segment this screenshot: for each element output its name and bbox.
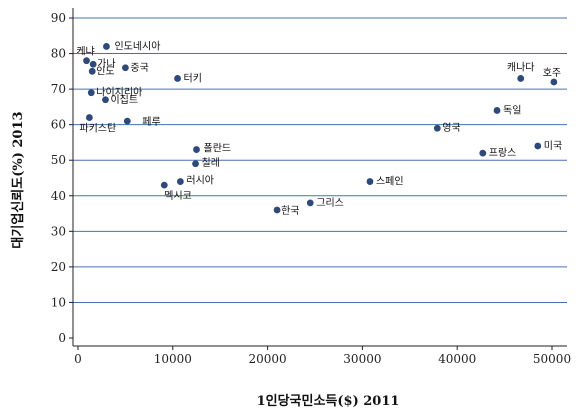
x-axis-title: 1인당국민소득($) 2011 bbox=[257, 393, 400, 409]
data-point bbox=[366, 178, 374, 185]
x-tick-label: 0 bbox=[74, 352, 82, 366]
point-label: 칠레 bbox=[202, 157, 220, 169]
axes bbox=[69, 8, 567, 350]
y-tick-label: 80 bbox=[51, 47, 66, 61]
data-point bbox=[85, 114, 93, 121]
point-label: 한국 bbox=[281, 205, 299, 217]
data-point bbox=[273, 206, 281, 214]
y-tick-label: 20 bbox=[51, 260, 66, 274]
y-tick-label: 40 bbox=[51, 189, 66, 203]
x-tick-label: 40000 bbox=[438, 352, 476, 366]
x-tick-labels: 0 10000 20000 30000 40000 50000 bbox=[74, 352, 571, 366]
point-label: 나이지리아 bbox=[96, 87, 142, 99]
data-point bbox=[517, 75, 525, 82]
data-point bbox=[176, 178, 184, 185]
point-label: 멕시코 bbox=[164, 190, 192, 202]
y-tick-label: 60 bbox=[51, 118, 66, 132]
data-point bbox=[493, 107, 501, 114]
point-label: 그리스 bbox=[316, 197, 344, 209]
data-point bbox=[103, 43, 110, 50]
x-tick-label: 30000 bbox=[343, 352, 381, 366]
data-point bbox=[306, 199, 314, 207]
data-point bbox=[534, 142, 542, 150]
x-tick-label: 50000 bbox=[533, 352, 571, 366]
data-point bbox=[160, 181, 168, 189]
point-label: 터키 bbox=[184, 72, 202, 84]
point-label: 가나 bbox=[97, 58, 115, 70]
data-point bbox=[193, 146, 200, 153]
y-tick-label: 90 bbox=[51, 11, 66, 25]
data-point bbox=[88, 67, 96, 75]
data-point bbox=[433, 124, 441, 132]
y-tick-label: 10 bbox=[51, 295, 66, 309]
point-label: 케냐 bbox=[76, 46, 94, 58]
point-label: 폴란드 bbox=[204, 143, 232, 155]
data-point bbox=[89, 60, 97, 68]
y-tick-labels: 0 10 20 30 40 50 60 70 80 90 bbox=[51, 11, 66, 345]
point-label: 영국 bbox=[442, 122, 460, 134]
point-label: 호주 bbox=[543, 67, 561, 79]
data-points bbox=[83, 43, 558, 214]
point-label: 파키스탄 bbox=[79, 123, 116, 135]
point-label: 인도 bbox=[96, 65, 114, 77]
data-point bbox=[479, 149, 487, 157]
data-point bbox=[87, 89, 95, 97]
point-label: 이집트 bbox=[110, 94, 138, 106]
data-point bbox=[123, 117, 131, 125]
point-label: 스페인 bbox=[376, 176, 404, 188]
point-label: 미국 bbox=[544, 140, 562, 152]
y-tick-label: 0 bbox=[58, 331, 66, 345]
point-label: 프랑스 bbox=[489, 147, 517, 159]
data-point bbox=[192, 160, 199, 168]
point-label: 캐나다 bbox=[507, 61, 535, 73]
data-point bbox=[83, 57, 90, 65]
y-axis-title: 대기업신뢰도(%) 2013 bbox=[10, 111, 26, 248]
point-label: 인도네시아 bbox=[114, 40, 160, 52]
point-label: 중국 bbox=[130, 62, 148, 74]
data-point bbox=[122, 64, 129, 72]
y-tick-label: 70 bbox=[51, 82, 66, 96]
data-point bbox=[550, 78, 558, 86]
point-label: 러시아 bbox=[186, 175, 214, 187]
point-label: 독일 bbox=[503, 104, 521, 116]
data-point bbox=[174, 75, 181, 82]
data-point bbox=[102, 96, 109, 104]
y-tick-label: 30 bbox=[51, 224, 66, 238]
x-tick-label: 20000 bbox=[249, 352, 287, 366]
y-tick-label: 50 bbox=[51, 153, 66, 167]
point-label: 페루 bbox=[142, 116, 160, 128]
x-tick-label: 10000 bbox=[154, 352, 192, 366]
gridlines bbox=[73, 17, 567, 303]
